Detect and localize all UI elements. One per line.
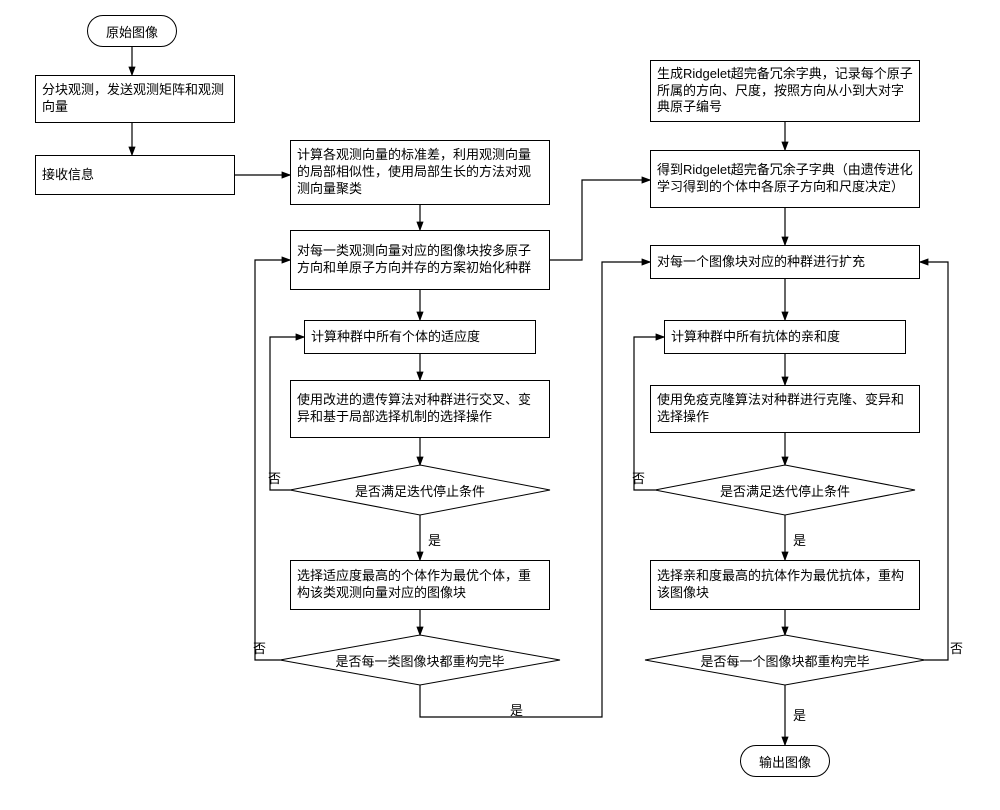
label-right-d1-no: 否	[632, 468, 645, 487]
diamond-mid-2-text: 是否每一类图像块都重构完毕	[320, 650, 520, 670]
box-mid-1-text: 计算各观测向量的标准差，利用观测向量的局部相似性，使用局部生长的方法对观测向量聚…	[297, 147, 543, 198]
box-right-6-text: 选择亲和度最高的抗体作为最优抗体，重构该图像块	[657, 568, 913, 602]
box-right-1: 生成Ridgelet超完备冗余字典，记录每个原子所属的方向、尺度，按照方向从小到…	[650, 60, 920, 122]
box-mid-3: 计算种群中所有个体的适应度	[304, 320, 536, 354]
box-right-5: 使用免疫克隆算法对种群进行克隆、变异和选择操作	[650, 385, 920, 433]
label-mid-d1-yes: 是	[428, 530, 441, 549]
box-right-6: 选择亲和度最高的抗体作为最优抗体，重构该图像块	[650, 560, 920, 610]
label-mid-d2-yes: 是	[510, 700, 523, 719]
terminal-output-label: 输出图像	[759, 752, 811, 771]
box-right-5-text: 使用免疫克隆算法对种群进行克隆、变异和选择操作	[657, 392, 913, 426]
box-right-4-text: 计算种群中所有抗体的亲和度	[671, 329, 840, 346]
box-mid-4: 使用改进的遗传算法对种群进行交叉、变异和基于局部选择机制的选择操作	[290, 380, 550, 438]
label-right-d2-no: 否	[950, 638, 963, 657]
box-right-1-text: 生成Ridgelet超完备冗余字典，记录每个原子所属的方向、尺度，按照方向从小到…	[657, 66, 913, 117]
terminal-start-label: 原始图像	[106, 22, 158, 41]
box-mid-5-text: 选择适应度最高的个体作为最优个体，重构该类观测向量对应的图像块	[297, 568, 543, 602]
box-mid-2: 对每一类观测向量对应的图像块按多原子方向和单原子方向并存的方案初始化种群	[290, 230, 550, 290]
diamond-right-1-text: 是否满足迭代停止条件	[695, 480, 875, 500]
diamond-mid-1-text: 是否满足迭代停止条件	[330, 480, 510, 500]
label-mid-d2-no: 否	[253, 638, 266, 657]
diamond-right-2-text: 是否每一个图像块都重构完毕	[685, 650, 885, 670]
terminal-output: 输出图像	[740, 745, 830, 777]
box-right-3: 对每一个图像块对应的种群进行扩充	[650, 245, 920, 279]
box-left-1-text: 分块观测，发送观测矩阵和观测向量	[42, 82, 228, 116]
box-mid-1: 计算各观测向量的标准差，利用观测向量的局部相似性，使用局部生长的方法对观测向量聚…	[290, 140, 550, 205]
label-right-d2-yes: 是	[793, 705, 806, 724]
box-right-2-text: 得到Ridgelet超完备冗余子字典（由遗传进化学习得到的个体中各原子方向和尺度…	[657, 162, 913, 196]
box-left-1: 分块观测，发送观测矩阵和观测向量	[35, 75, 235, 123]
box-mid-5: 选择适应度最高的个体作为最优个体，重构该类观测向量对应的图像块	[290, 560, 550, 610]
box-mid-3-text: 计算种群中所有个体的适应度	[311, 329, 480, 346]
label-mid-d1-no: 否	[268, 468, 281, 487]
box-right-3-text: 对每一个图像块对应的种群进行扩充	[657, 254, 865, 271]
box-left-2: 接收信息	[35, 155, 235, 195]
terminal-start: 原始图像	[87, 15, 177, 47]
box-right-4: 计算种群中所有抗体的亲和度	[664, 320, 906, 354]
box-mid-4-text: 使用改进的遗传算法对种群进行交叉、变异和基于局部选择机制的选择操作	[297, 392, 543, 426]
label-right-d1-yes: 是	[793, 530, 806, 549]
box-right-2: 得到Ridgelet超完备冗余子字典（由遗传进化学习得到的个体中各原子方向和尺度…	[650, 150, 920, 208]
box-left-2-text: 接收信息	[42, 167, 94, 184]
box-mid-2-text: 对每一类观测向量对应的图像块按多原子方向和单原子方向并存的方案初始化种群	[297, 243, 543, 277]
